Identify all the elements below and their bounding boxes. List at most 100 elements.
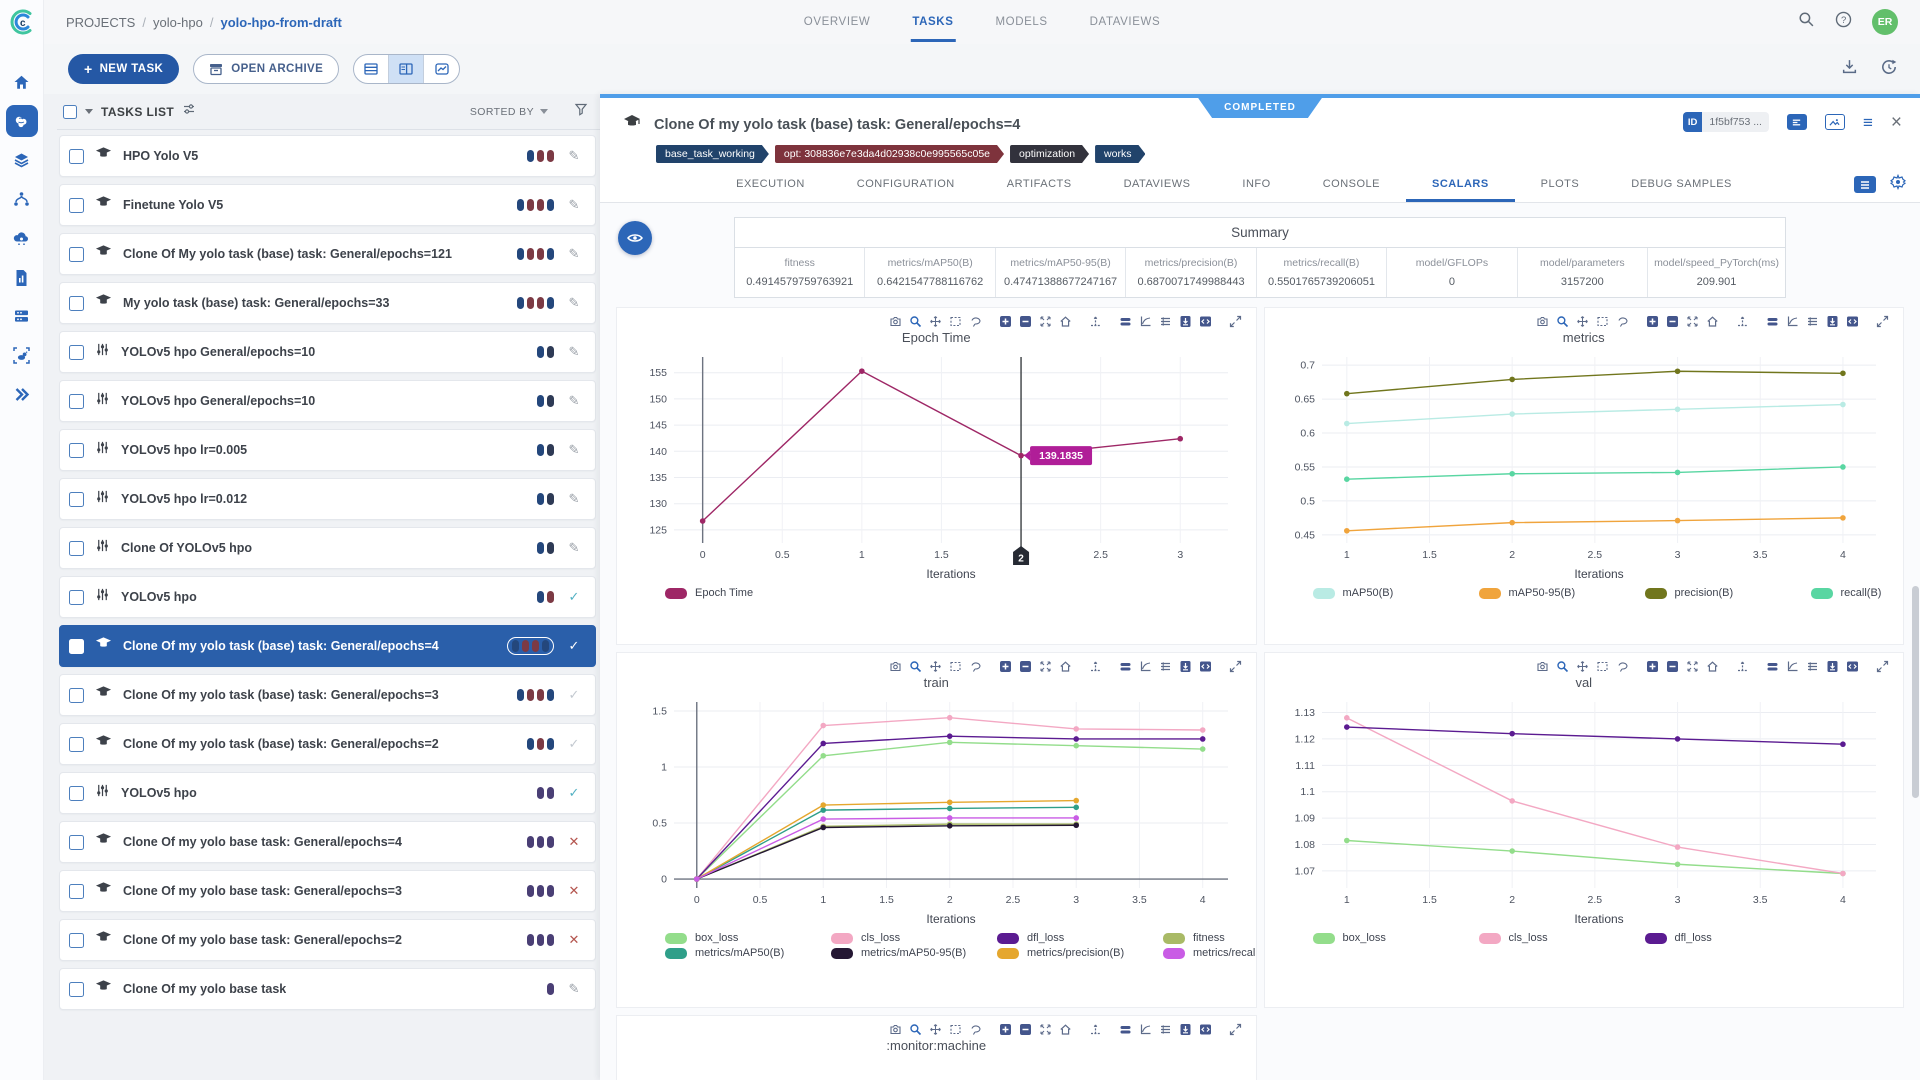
log-view-icon[interactable] xyxy=(1784,658,1801,675)
task-tag[interactable]: opt: 308836e7e3da4d02938c0e995565c05e xyxy=(775,145,1004,163)
spike-lines-icon[interactable] xyxy=(1087,313,1104,330)
spike-lines-icon[interactable] xyxy=(1087,1021,1104,1038)
task-checkbox[interactable] xyxy=(69,883,84,899)
legend-item[interactable]: mAP50(B) xyxy=(1312,587,1453,599)
tab-tasks[interactable]: TASKS xyxy=(910,2,956,42)
camera-icon[interactable] xyxy=(1534,658,1551,675)
detail-tab-console[interactable]: CONSOLE xyxy=(1322,178,1380,190)
table-view-icon[interactable] xyxy=(1804,658,1821,675)
compare-icon[interactable] xyxy=(1764,313,1781,330)
sidebar-item-annotations[interactable] xyxy=(6,339,38,371)
zoom-out-icon[interactable] xyxy=(1017,658,1034,675)
zoom-in-icon[interactable] xyxy=(1644,658,1661,675)
box-select-icon[interactable] xyxy=(947,1021,964,1038)
embed-code-icon[interactable] xyxy=(1197,313,1214,330)
task-row[interactable]: Clone Of my yolo base task: General/epoc… xyxy=(59,870,596,912)
zoom-out-icon[interactable] xyxy=(1664,658,1681,675)
new-task-button[interactable]: + NEW TASK xyxy=(68,54,180,84)
detail-tab-debug-samples[interactable]: DEBUG SAMPLES xyxy=(1631,178,1732,190)
camera-icon[interactable] xyxy=(887,658,904,675)
legend-item[interactable]: Epoch Time xyxy=(665,587,805,599)
camera-icon[interactable] xyxy=(887,1021,904,1038)
legend-item[interactable]: dfl_loss xyxy=(1644,932,1785,944)
tab-overview[interactable]: OVERVIEW xyxy=(803,16,871,28)
maximize-icon[interactable] xyxy=(1874,658,1891,675)
autoscale-icon[interactable] xyxy=(1684,658,1701,675)
table-view-icon[interactable] xyxy=(1157,313,1174,330)
legend-item[interactable]: cls_loss xyxy=(1478,932,1619,944)
legend-item[interactable]: metrics/recall(B) xyxy=(1163,947,1256,959)
sidebar-item-workers-queues[interactable] xyxy=(6,300,38,332)
breadcrumb-item[interactable]: PROJECTS xyxy=(66,14,136,30)
user-avatar[interactable]: ER xyxy=(1872,9,1898,35)
embed-code-icon[interactable] xyxy=(1197,658,1214,675)
task-checkbox[interactable] xyxy=(69,540,84,556)
embed-code-icon[interactable] xyxy=(1197,1021,1214,1038)
log-view-icon[interactable] xyxy=(1137,1021,1154,1038)
spike-lines-icon[interactable] xyxy=(1734,313,1751,330)
download-csv-icon[interactable] xyxy=(1177,1021,1194,1038)
task-tag[interactable]: optimization xyxy=(1010,145,1089,163)
task-checkbox[interactable] xyxy=(69,687,84,703)
log-view-icon[interactable] xyxy=(1137,658,1154,675)
legend-item[interactable]: box_loss xyxy=(665,932,805,944)
compare-icon[interactable] xyxy=(1764,658,1781,675)
breadcrumb[interactable]: PROJECTS / yolo-hpo / yolo-hpo-from-draft xyxy=(66,15,342,30)
search-icon[interactable] xyxy=(1798,11,1815,33)
breadcrumb-item[interactable]: yolo-hpo xyxy=(152,14,203,30)
task-row[interactable]: Finetune Yolo V5 ✎ xyxy=(59,184,596,226)
edit-pencil-icon[interactable]: ✎ xyxy=(568,344,580,359)
completed-check-icon[interactable]: ✓ xyxy=(568,736,580,751)
task-checkbox[interactable] xyxy=(69,932,84,948)
reset-home-icon[interactable] xyxy=(1057,313,1074,330)
pan-icon[interactable] xyxy=(927,1021,944,1038)
maximize-icon[interactable] xyxy=(1227,1021,1244,1038)
edit-pencil-icon[interactable]: ✎ xyxy=(568,148,580,163)
log-view-icon[interactable] xyxy=(1784,313,1801,330)
filter-icon[interactable] xyxy=(574,102,588,121)
select-all-checkbox[interactable] xyxy=(63,104,77,119)
sidebar-item-reports[interactable] xyxy=(6,261,38,293)
sidebar-item-model-serving[interactable] xyxy=(6,222,38,254)
split-view-toggle[interactable] xyxy=(389,55,425,83)
chart-plot-train[interactable]: 0 0.5 1 1.5 0 0.5 1 1.5 2 2.5 3 3.5 4 Iterations xyxy=(628,692,1244,930)
task-row[interactable]: Clone Of My yolo task (base) task: Gener… xyxy=(59,233,596,275)
box-select-icon[interactable] xyxy=(1594,313,1611,330)
zoom-icon[interactable] xyxy=(907,658,924,675)
task-checkbox[interactable] xyxy=(69,785,84,801)
help-icon[interactable]: ? xyxy=(1835,11,1852,33)
task-tag[interactable]: works xyxy=(1095,145,1145,163)
detail-tab-configuration[interactable]: CONFIGURATION xyxy=(856,178,955,190)
pan-icon[interactable] xyxy=(927,658,944,675)
completed-check-icon[interactable]: ✓ xyxy=(568,785,580,800)
sidebar-item-expand[interactable] xyxy=(6,378,38,410)
task-row[interactable]: Clone Of my yolo task (base) task: Gener… xyxy=(59,674,596,716)
camera-icon[interactable] xyxy=(887,313,904,330)
select-all-caret[interactable] xyxy=(85,109,93,114)
zoom-icon[interactable] xyxy=(907,313,924,330)
task-checkbox[interactable] xyxy=(69,638,84,654)
aborted-x-icon[interactable]: ✕ xyxy=(568,932,580,947)
embed-code-icon[interactable] xyxy=(1844,313,1861,330)
zoom-in-icon[interactable] xyxy=(1644,313,1661,330)
edit-pencil-icon[interactable]: ✎ xyxy=(568,442,580,457)
aborted-x-icon[interactable]: ✕ xyxy=(568,834,580,849)
sidebar-item-pipelines[interactable] xyxy=(6,183,38,215)
task-checkbox[interactable] xyxy=(69,981,84,997)
lasso-select-icon[interactable] xyxy=(1614,313,1631,330)
table-view-toggle[interactable] xyxy=(354,55,390,83)
embed-code-icon[interactable] xyxy=(1844,658,1861,675)
tab-models[interactable]: MODELS xyxy=(995,16,1048,28)
legend-item[interactable]: box_loss xyxy=(1312,932,1453,944)
edit-pencil-icon[interactable]: ✎ xyxy=(568,540,580,555)
task-row[interactable]: Clone Of my yolo task (base) task: Gener… xyxy=(59,625,596,667)
task-row[interactable]: Clone Of my yolo task (base) task: Gener… xyxy=(59,723,596,765)
table-view-icon[interactable] xyxy=(1157,658,1174,675)
zoom-icon[interactable] xyxy=(907,1021,924,1038)
menu-icon[interactable]: ≡ xyxy=(1862,112,1873,132)
task-checkbox[interactable] xyxy=(69,246,84,262)
metrics-table-icon[interactable] xyxy=(1854,176,1876,193)
task-checkbox[interactable] xyxy=(69,491,84,507)
edit-pencil-icon[interactable]: ✎ xyxy=(568,491,580,506)
detail-tab-execution[interactable]: EXECUTION xyxy=(736,178,805,190)
